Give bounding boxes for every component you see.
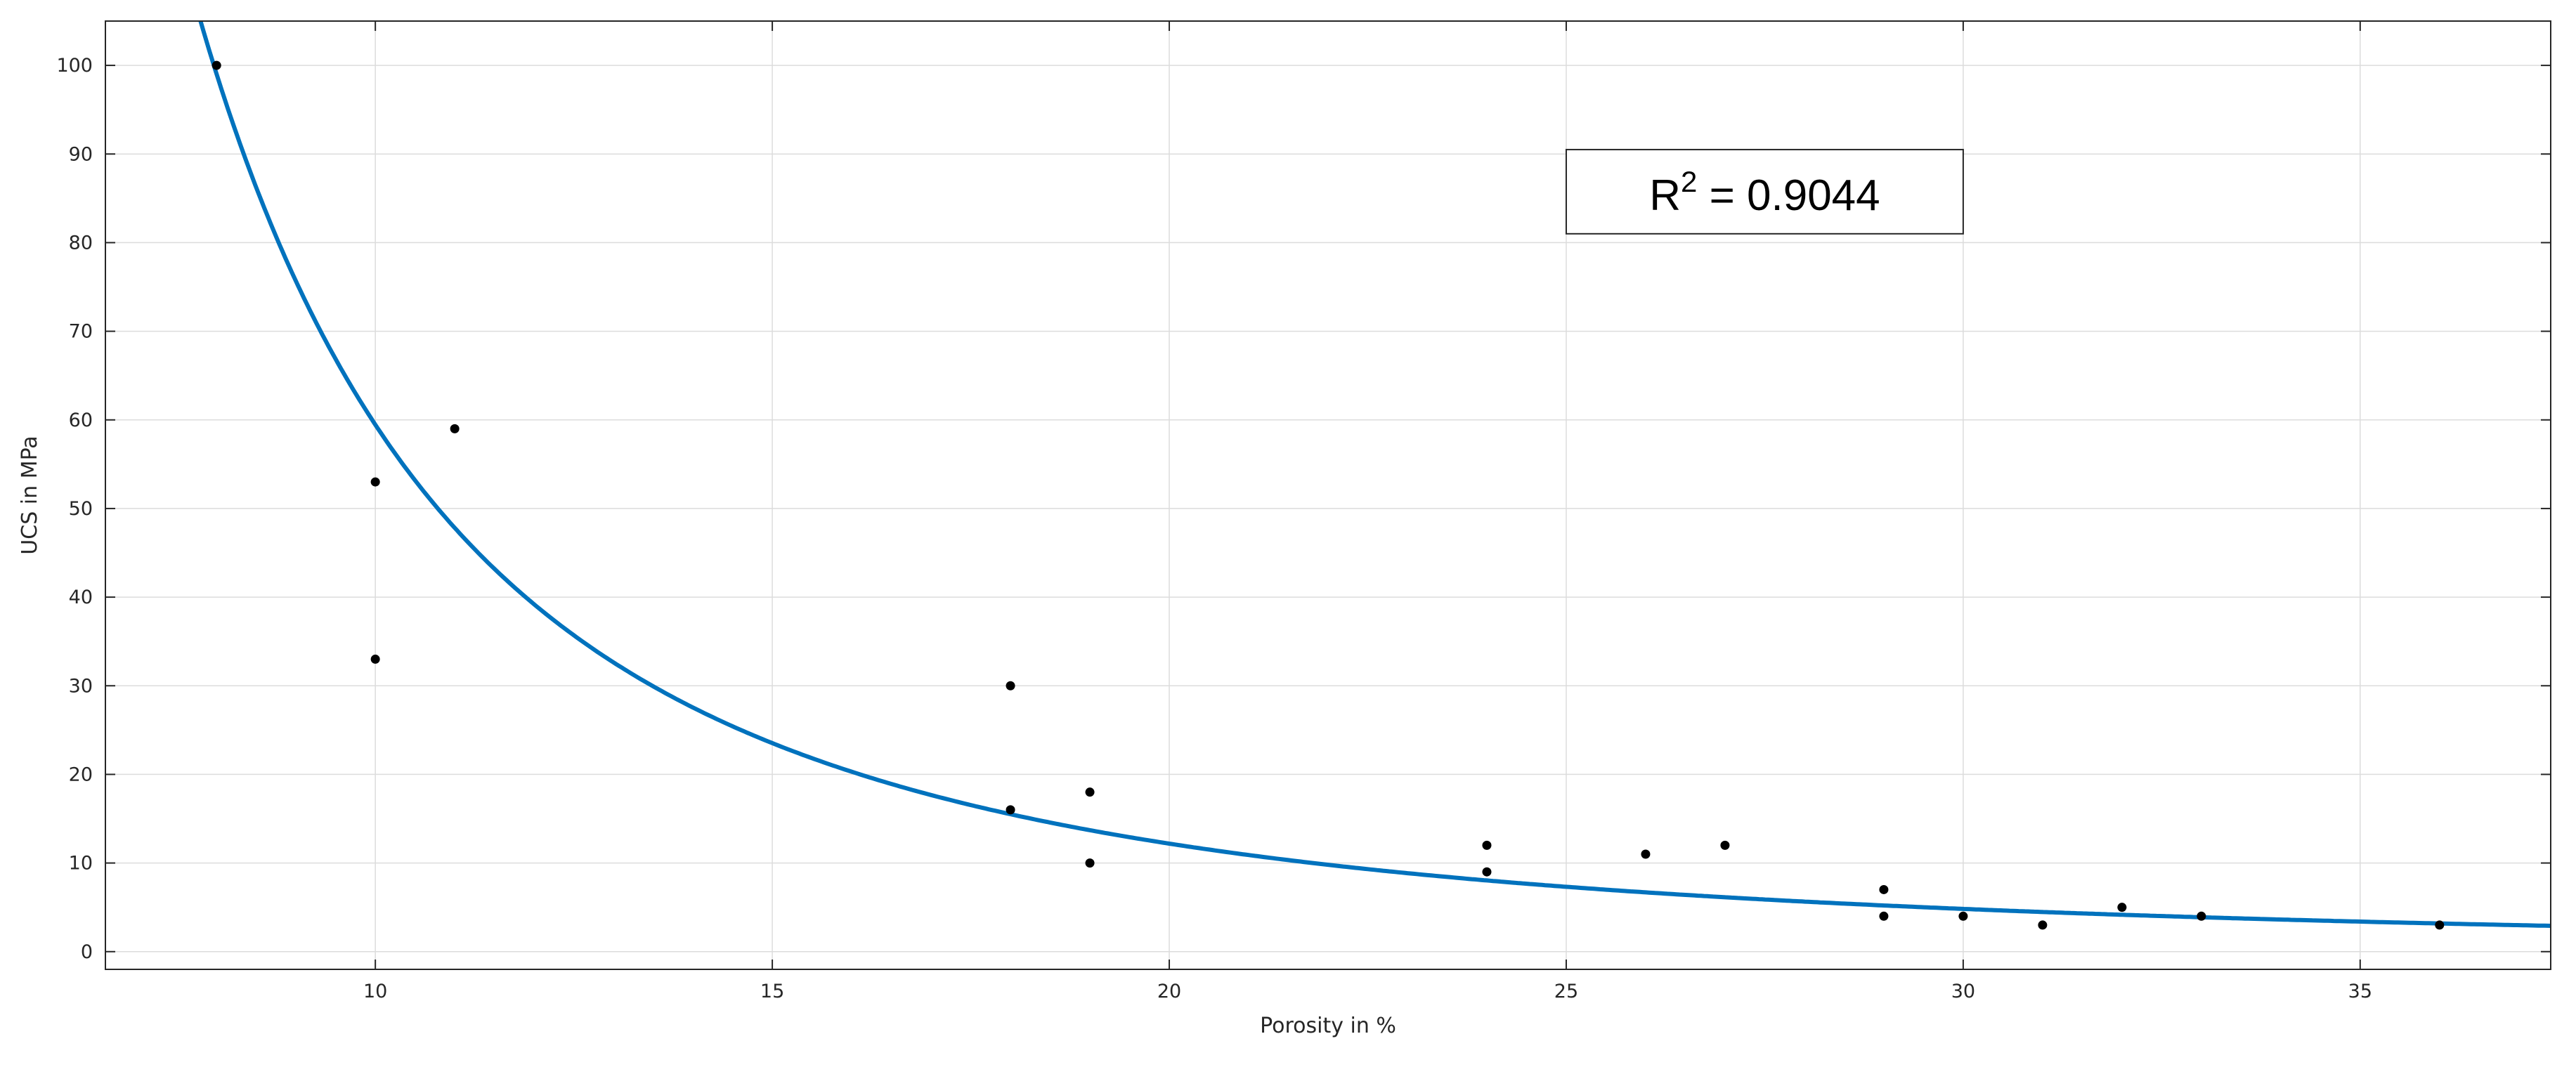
- data-point: [1085, 858, 1095, 868]
- y-tick-label: 50: [69, 498, 93, 520]
- y-tick-label: 40: [69, 587, 93, 608]
- fit-curve: [198, 21, 2551, 928]
- x-tick-label: 10: [363, 981, 387, 1002]
- annotation-superscript: 2: [1681, 165, 1697, 198]
- y-tick-label: 100: [56, 55, 93, 77]
- data-point: [2435, 920, 2445, 930]
- y-tick-label: 30: [69, 675, 93, 697]
- y-tick-label: 80: [69, 232, 93, 254]
- data-point: [1879, 911, 1889, 921]
- y-tick-label: 90: [69, 143, 93, 165]
- data-point: [2117, 903, 2127, 912]
- data-point: [450, 424, 460, 433]
- data-point: [1006, 681, 1015, 690]
- annotation-base: R: [1649, 171, 1681, 220]
- data-point: [1641, 849, 1651, 859]
- x-axis-ticks: 10 15 20 25 30 35: [363, 21, 2372, 1002]
- annotation-box: [1565, 148, 1964, 235]
- x-tick-label: 35: [2348, 981, 2372, 1002]
- x-tick-label: 25: [1554, 981, 1578, 1002]
- data-point: [2197, 911, 2206, 921]
- data-point: [1720, 840, 1730, 850]
- y-axis-label: UCS in MPa: [18, 436, 42, 554]
- x-tick-label: 30: [1951, 981, 1975, 1002]
- fit-curve-group: [198, 21, 2551, 928]
- annotation-value: = 0.9044: [1697, 171, 1880, 220]
- data-point: [212, 60, 221, 70]
- x-tick-label: 15: [760, 981, 784, 1002]
- data-point: [1482, 867, 1492, 877]
- plot-frame: [105, 20, 2551, 970]
- data-point: [2038, 920, 2048, 930]
- y-tick-label: 0: [81, 941, 93, 963]
- y-tick-label: 10: [69, 853, 93, 875]
- data-point: [1085, 787, 1095, 797]
- data-points: [212, 60, 2445, 930]
- r-squared-annotation: R2 = 0.9044: [1565, 148, 1964, 235]
- data-point: [1879, 884, 1889, 894]
- data-point: [1482, 840, 1492, 850]
- data-point: [370, 654, 380, 664]
- y-tick-label: 70: [69, 321, 93, 343]
- data-point: [370, 477, 380, 487]
- y-tick-label: 20: [69, 764, 93, 785]
- data-point: [1958, 911, 1968, 921]
- annotation-text: R2 = 0.9044: [1649, 165, 1880, 220]
- data-point: [1006, 805, 1015, 815]
- x-tick-label: 20: [1157, 981, 1181, 1002]
- x-axis-label: Porosity in %: [1260, 1014, 1396, 1038]
- grid-lines: [105, 21, 2551, 969]
- y-axis-ticks: 0 10 20 30 40 50 60 70 80 90 100: [56, 55, 2551, 963]
- y-tick-label: 60: [69, 410, 93, 431]
- plot-background: [105, 21, 2551, 969]
